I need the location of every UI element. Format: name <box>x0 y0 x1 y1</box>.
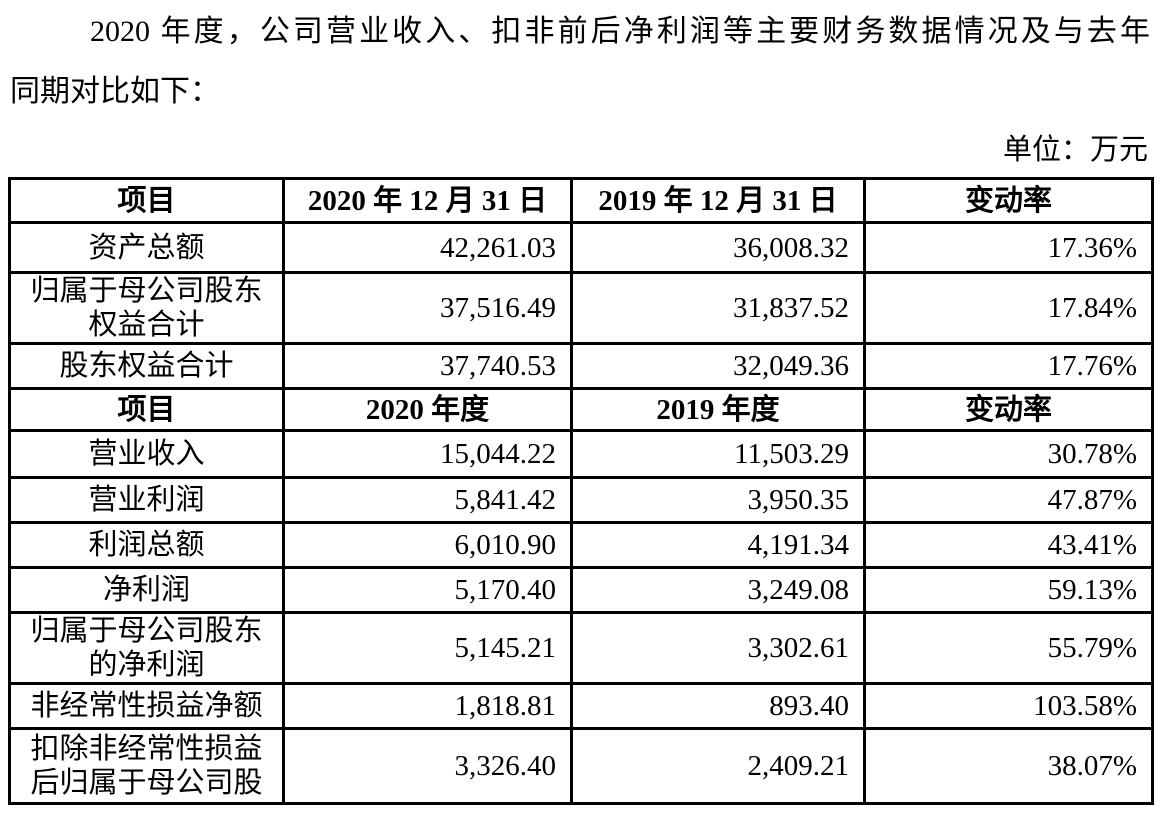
row-label: 归属于母公司股东 权益合计 <box>8 271 285 345</box>
row-label: 资产总额 <box>8 221 285 274</box>
table-row-total-assets: 资产总额 42,261.03 36,008.32 17.36% <box>8 221 1154 274</box>
financial-comparison-table: 项目 2020 年 12 月 31 日 2019 年 12 月 31 日 变动率… <box>8 177 1154 805</box>
table-row-revenue: 营业收入 15,044.22 11,503.29 30.78% <box>8 429 1154 479</box>
value-2020: 37,516.49 <box>282 271 573 345</box>
table-row-net-profit: 净利润 5,170.40 3,249.08 59.13% <box>8 566 1154 614</box>
value-2019: 2,409.21 <box>570 727 866 805</box>
value-2020: 6,010.90 <box>282 521 573 569</box>
table-row-total-equity: 股东权益合计 37,740.53 32,049.36 17.76% <box>8 342 1154 390</box>
section1-header-row: 项目 2020 年 12 月 31 日 2019 年 12 月 31 日 变动率 <box>8 177 1154 224</box>
value-2020: 37,740.53 <box>282 342 573 390</box>
table-row-parent-net-profit: 归属于母公司股东 的净利润 5,145.21 3,302.61 55.79% <box>8 611 1154 685</box>
change-rate: 30.78% <box>863 429 1154 479</box>
section2-header-row: 项目 2020 年度 2019 年度 变动率 <box>8 387 1154 432</box>
value-2020: 5,841.42 <box>282 476 573 524</box>
value-2019: 31,837.52 <box>570 271 866 345</box>
header-change-rate: 变动率 <box>863 387 1154 432</box>
header-change-rate: 变动率 <box>863 177 1154 224</box>
header-date-2020: 2020 年 12 月 31 日 <box>282 177 573 224</box>
change-rate: 47.87% <box>863 476 1154 524</box>
value-2019: 3,302.61 <box>570 611 866 685</box>
header-year-2019: 2019 年度 <box>570 387 866 432</box>
intro-line-2: 同期对比如下： <box>10 75 220 108</box>
header-item: 项目 <box>8 387 285 432</box>
change-rate: 103.58% <box>863 682 1154 730</box>
table-row-total-profit: 利润总额 6,010.90 4,191.34 43.41% <box>8 521 1154 569</box>
row-label: 扣除非经常性损益 后归属于母公司股 <box>8 727 285 805</box>
value-2020: 5,170.40 <box>282 566 573 614</box>
value-2019: 36,008.32 <box>570 221 866 274</box>
row-label: 营业利润 <box>8 476 285 524</box>
value-2019: 3,249.08 <box>570 566 866 614</box>
change-rate: 38.07% <box>863 727 1154 805</box>
value-2020: 15,044.22 <box>282 429 573 479</box>
row-label: 净利润 <box>8 566 285 614</box>
table-row-parent-equity: 归属于母公司股东 权益合计 37,516.49 31,837.52 17.84% <box>8 271 1154 345</box>
change-rate: 17.76% <box>863 342 1154 390</box>
change-rate: 17.36% <box>863 221 1154 274</box>
change-rate: 17.84% <box>863 271 1154 345</box>
value-2020: 1,818.81 <box>282 682 573 730</box>
change-rate: 43.41% <box>863 521 1154 569</box>
header-item: 项目 <box>8 177 285 224</box>
row-label: 利润总额 <box>8 521 285 569</box>
value-2020: 42,261.03 <box>282 221 573 274</box>
table-row-operating-profit: 营业利润 5,841.42 3,950.35 47.87% <box>8 476 1154 524</box>
row-label: 非经常性损益净额 <box>8 682 285 730</box>
change-rate: 55.79% <box>863 611 1154 685</box>
header-date-2019: 2019 年 12 月 31 日 <box>570 177 866 224</box>
change-rate: 59.13% <box>863 566 1154 614</box>
row-label: 股东权益合计 <box>8 342 285 390</box>
intro-paragraph: 2020 年度，公司营业收入、扣非前后净利润等主要财务数据情况及与去年 同期对比… <box>0 0 1162 122</box>
unit-label: 单位：万元 <box>1002 134 1148 166</box>
value-2020: 3,326.40 <box>282 727 573 805</box>
value-2019: 4,191.34 <box>570 521 866 569</box>
value-2019: 3,950.35 <box>570 476 866 524</box>
table-row-nonrecurring-net: 非经常性损益净额 1,818.81 893.40 103.58% <box>8 682 1154 730</box>
header-year-2020: 2020 年度 <box>282 387 573 432</box>
value-2020: 5,145.21 <box>282 611 573 685</box>
value-2019: 11,503.29 <box>570 429 866 479</box>
table-row-deducted-parent-profit: 扣除非经常性损益 后归属于母公司股 3,326.40 2,409.21 38.0… <box>8 727 1154 805</box>
row-label: 营业收入 <box>8 429 285 479</box>
row-label: 归属于母公司股东 的净利润 <box>8 611 285 685</box>
intro-line-1: 2020 年度，公司营业收入、扣非前后净利润等主要财务数据情况及与去年 <box>90 15 1150 48</box>
value-2019: 32,049.36 <box>570 342 866 390</box>
value-2019: 893.40 <box>570 682 866 730</box>
